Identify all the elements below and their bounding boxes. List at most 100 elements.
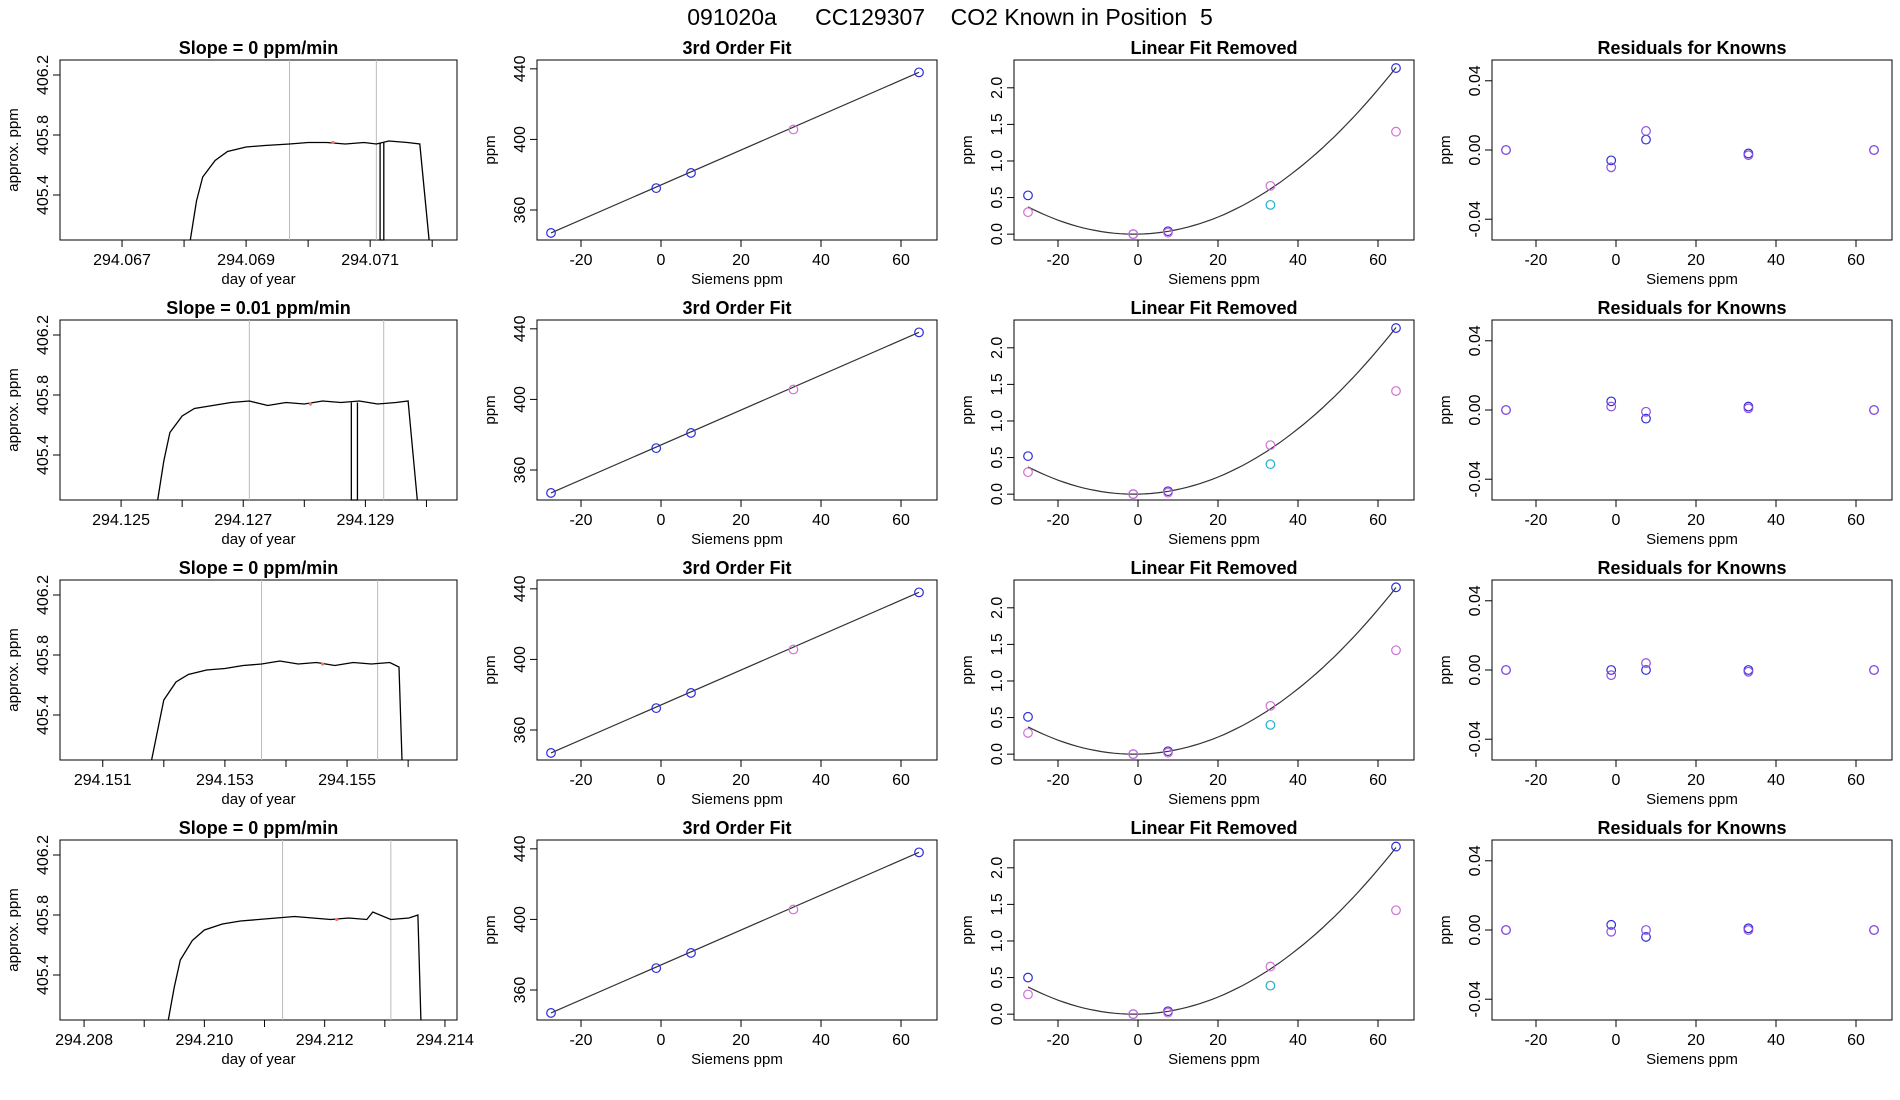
panel-title: Linear Fit Removed	[1130, 298, 1297, 318]
data-point	[1606, 396, 1617, 407]
ppm-trace	[167, 911, 422, 1021]
x-axis-label: Siemens ppm	[691, 1051, 783, 1068]
data-point	[651, 703, 662, 714]
panel-r2-c4: Residuals for Knowns -20 0 20 40 60 Siemens pp…	[1437, 298, 1893, 548]
y-tick-label: 405.4	[35, 695, 52, 735]
data-point	[686, 428, 696, 438]
data-point	[914, 847, 924, 858]
fit-line	[550, 851, 920, 1014]
x-tick-label: 0	[1612, 512, 1621, 529]
x-tick-label: -20	[569, 772, 592, 789]
y-axis-label: ppm	[959, 135, 976, 164]
x-tick-label: -20	[1524, 1032, 1547, 1049]
x-axis-label: Siemens ppm	[691, 531, 783, 548]
y-tick-label: 1.5	[989, 113, 1006, 135]
x-tick-label: 294.067	[93, 252, 151, 269]
x-tick-label: -20	[569, 512, 592, 529]
data-point	[651, 443, 662, 454]
y-tick-label: 405.8	[35, 375, 52, 415]
x-tick-label: -20	[1524, 512, 1547, 529]
average-marker	[335, 917, 339, 922]
x-tick-label: 294.212	[296, 1032, 354, 1049]
panel-r1-c1: Slope = 0 ppm/min 294.067 294.069 294.071 da…	[5, 38, 458, 288]
x-tick-label: 294.214	[416, 1032, 474, 1049]
y-axis-label: ppm	[959, 655, 976, 684]
data-point	[1743, 925, 1754, 935]
x-tick-label: 0	[657, 1032, 666, 1049]
plot-frame	[59, 839, 458, 1021]
panel-r1-c2: 3rd Order Fit -20 0 20 40 60 Siemens ppm 360 400…	[482, 38, 938, 288]
panel-r4-c2: 3rd Order Fit -20 0 20 40 60 Siemens ppm 360 400…	[482, 818, 938, 1068]
data-point	[1391, 841, 1401, 852]
x-tick-label: -20	[569, 252, 592, 269]
data-point	[1606, 155, 1617, 166]
x-tick-label: 60	[892, 512, 910, 529]
data-point	[1641, 126, 1651, 136]
data-point	[686, 948, 696, 958]
x-tick-label: 20	[732, 1032, 750, 1049]
y-axis-label: ppm	[1437, 915, 1454, 944]
data-point	[1265, 719, 1276, 730]
plot-frame	[536, 839, 938, 1021]
panel-title: Linear Fit Removed	[1130, 558, 1297, 578]
y-tick-label: 1.0	[989, 930, 1006, 952]
panel-r4-c4: Residuals for Knowns -20 0 20 40 60 Siemens pp…	[1437, 818, 1893, 1068]
plot-frame	[59, 579, 458, 761]
panel-title: 3rd Order Fit	[682, 558, 791, 578]
data-point	[914, 67, 924, 78]
x-axis-label: day of year	[221, 531, 295, 548]
panel-title: Residuals for Knowns	[1597, 818, 1786, 838]
x-tick-label: -20	[1046, 1032, 1069, 1049]
data-point	[1128, 749, 1139, 760]
y-tick-label: 360	[512, 977, 529, 1004]
panel-r4-c3: Linear Fit Removed -20 0 20 40 60 Siemens ppm 0…	[959, 818, 1415, 1068]
x-axis-label: Siemens ppm	[1168, 271, 1260, 288]
x-tick-label: 40	[1289, 1032, 1307, 1049]
data-point	[1128, 229, 1139, 240]
y-tick-label: 1.0	[989, 410, 1006, 432]
x-axis-label: day of year	[221, 1051, 295, 1068]
panel-r3-c2: 3rd Order Fit -20 0 20 40 60 Siemens ppm 360 400…	[482, 558, 938, 808]
x-tick-label: 40	[1289, 772, 1307, 789]
fit-line	[550, 71, 920, 234]
average-marker	[321, 662, 325, 666]
panel-r3-c3: Linear Fit Removed -20 0 20 40 60 Siemens ppm 0…	[959, 558, 1415, 808]
panel-r1-c3: Linear Fit Removed -20 0 20 40 60 Siemens ppm 0…	[959, 38, 1415, 288]
plot-frame	[1491, 839, 1893, 1021]
data-point	[1606, 926, 1617, 937]
panel-title: Residuals for Knowns	[1597, 298, 1786, 318]
data-point	[1391, 645, 1401, 656]
data-point	[1265, 961, 1276, 972]
x-tick-label: 40	[1767, 512, 1785, 529]
data-point	[1023, 190, 1033, 201]
x-tick-label: 20	[1209, 512, 1227, 529]
y-tick-label: 1.0	[989, 670, 1006, 692]
y-axis-label: approx. ppm	[5, 628, 22, 711]
x-tick-label: 294.125	[92, 512, 150, 529]
data-point	[1023, 728, 1033, 738]
plot-frame	[1491, 579, 1893, 761]
panel-r2-c2: 3rd Order Fit -20 0 20 40 60 Siemens ppm 360 400…	[482, 298, 938, 548]
x-tick-label: 60	[892, 772, 910, 789]
data-point	[1869, 405, 1879, 415]
y-tick-label: 400	[512, 646, 529, 673]
plot-frame	[1013, 579, 1415, 761]
y-tick-label: 0.0	[989, 223, 1006, 245]
y-axis-label: ppm	[1437, 395, 1454, 424]
y-tick-label: 2.0	[989, 77, 1006, 99]
data-point	[1023, 467, 1033, 478]
panel-title: Linear Fit Removed	[1130, 38, 1297, 58]
y-tick-label: 1.0	[989, 150, 1006, 172]
y-tick-label: 0.5	[989, 966, 1006, 988]
y-tick-label: 406.2	[35, 55, 52, 95]
data-point	[1128, 489, 1139, 500]
x-tick-label: 60	[892, 1032, 910, 1049]
panel-r3-c4: Residuals for Knowns -20 0 20 40 60 Siemens pp…	[1437, 558, 1893, 808]
x-tick-label: 0	[1134, 772, 1143, 789]
y-tick-label: 360	[512, 457, 529, 484]
x-tick-label: 20	[732, 772, 750, 789]
x-tick-label: 294.208	[55, 1032, 113, 1049]
panel-title: Residuals for Knowns	[1597, 558, 1786, 578]
x-tick-label: 40	[1767, 252, 1785, 269]
data-point	[1163, 747, 1173, 758]
